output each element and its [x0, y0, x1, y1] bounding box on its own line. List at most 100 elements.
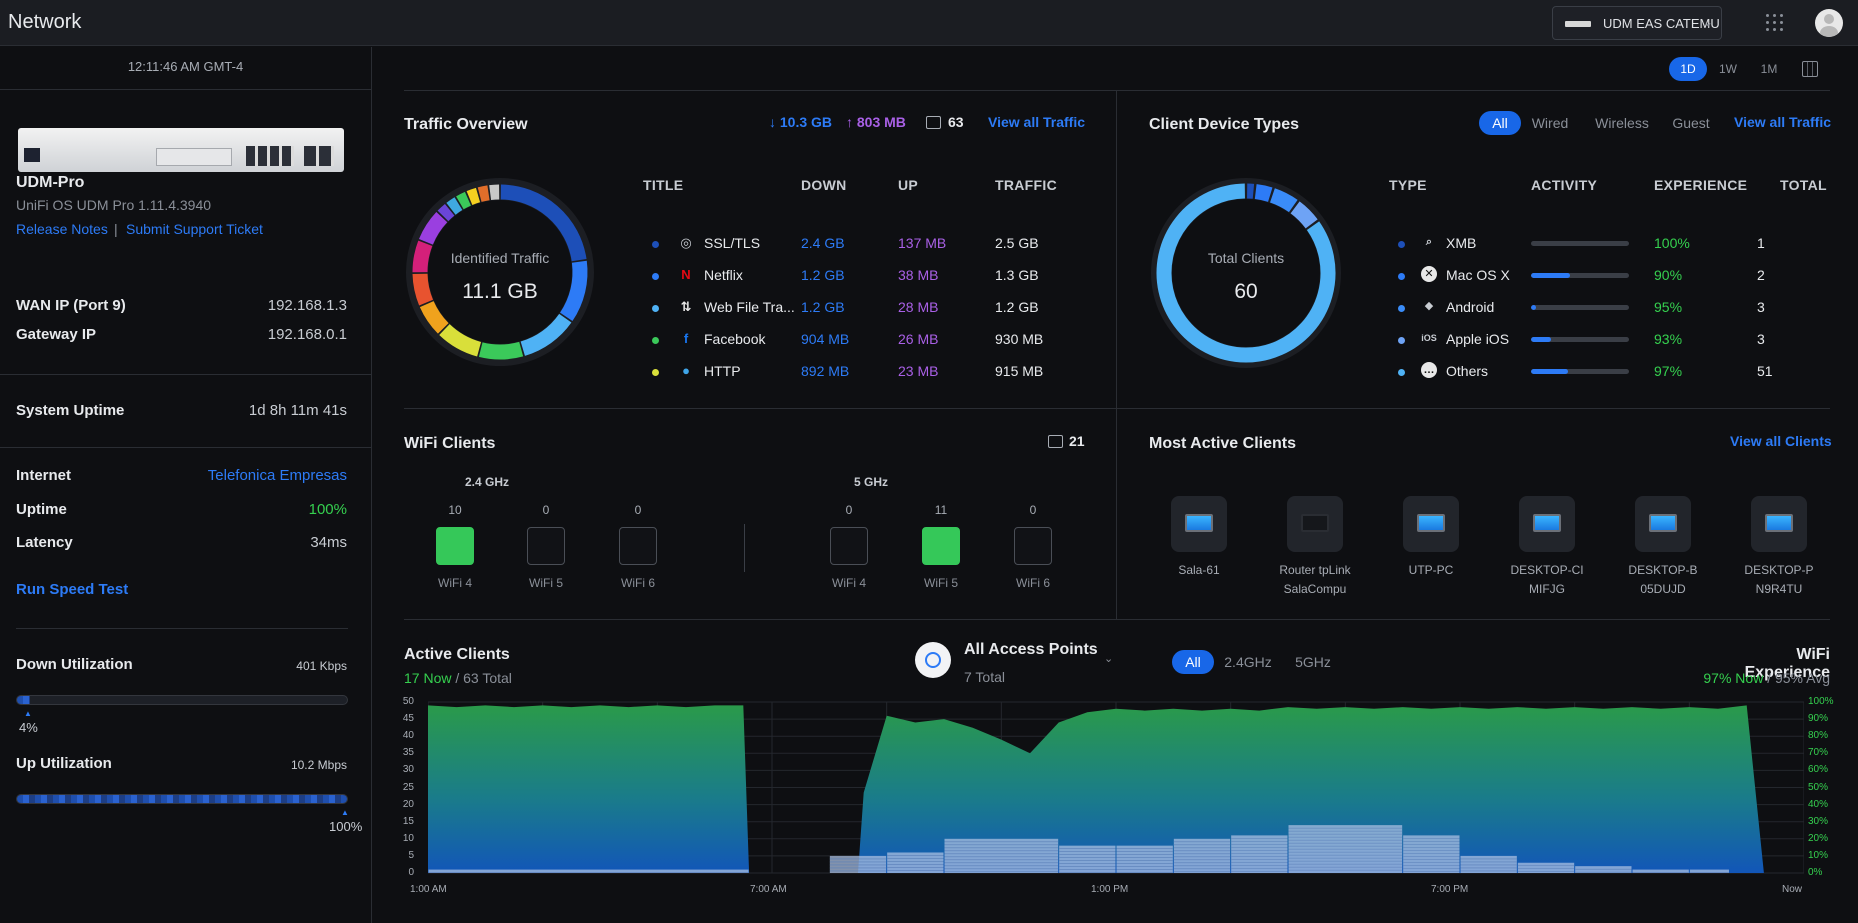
range-1d[interactable]: 1D — [1669, 57, 1707, 81]
netflix-icon: N — [681, 267, 691, 282]
wifi-standard-box[interactable] — [436, 527, 474, 565]
traffic-row-traffic: 1.3 GB — [995, 267, 1039, 283]
y2-tick-label: 70% — [1808, 747, 1829, 759]
client-tile[interactable] — [1171, 496, 1227, 552]
client-row-total: 3 — [1757, 331, 1765, 347]
y2-tick-label: 100% — [1808, 696, 1834, 707]
view-all-clients-link[interactable]: View all Clients — [1730, 433, 1832, 449]
traffic-row-dot — [652, 305, 659, 312]
desktop-icon — [1417, 514, 1445, 532]
access-point-select[interactable]: All Access Points — [964, 641, 1098, 658]
calendar-icon[interactable] — [1802, 61, 1818, 77]
col-experience: EXPERIENCE — [1654, 177, 1748, 193]
wifi-band-label: 2.4 GHz — [465, 475, 510, 489]
band-filter-24ghz[interactable]: 2.4GHz — [1224, 654, 1272, 670]
wifi-standard-box[interactable] — [1014, 527, 1052, 565]
active-clients-summary: 17 Now / 63 Total — [404, 670, 512, 686]
traffic-row-title[interactable]: Web File Tra... — [704, 299, 795, 315]
sidebar-time: 12:11:46 AM GMT-4 — [127, 59, 244, 74]
view-all-traffic-link[interactable]: View all Traffic — [988, 114, 1086, 130]
client-row-activity-bar — [1531, 369, 1629, 374]
clients-bar — [1517, 862, 1575, 873]
client-row-experience: 97% — [1654, 363, 1683, 379]
y2-tick-label: 30% — [1808, 815, 1829, 827]
y2-tick-label: 40% — [1808, 798, 1829, 810]
traffic-overview-title: Traffic Overview — [404, 116, 528, 133]
apps-grid-icon[interactable] — [1765, 13, 1785, 33]
down-marker-icon: ▲ — [24, 709, 32, 718]
traffic-row-title[interactable]: Netflix — [704, 267, 743, 283]
down-utilization-label: Down Utilization — [16, 656, 133, 673]
filter-guest[interactable]: Guest — [1672, 115, 1710, 131]
wifi-standard-box[interactable] — [830, 527, 868, 565]
traffic-row-title[interactable]: Facebook — [704, 331, 766, 347]
client-row-type[interactable]: Mac OS X — [1446, 267, 1510, 283]
client-tile[interactable] — [1519, 496, 1575, 552]
client-name-line2: 05DUJD — [1640, 582, 1686, 596]
client-tile[interactable] — [1403, 496, 1459, 552]
desktop-icon — [1533, 514, 1561, 532]
active-clients-chart — [428, 701, 1804, 874]
clients-bar — [1689, 869, 1729, 873]
client-row-type[interactable]: Others — [1446, 363, 1489, 379]
traffic-donut-segment — [456, 191, 472, 210]
client-row-type[interactable]: Apple iOS — [1446, 331, 1510, 347]
up-arrow-icon: ↑ — [846, 114, 853, 130]
wan-ip-value: 192.168.1.3 — [267, 297, 347, 314]
filter-wireless[interactable]: Wireless — [1595, 115, 1649, 131]
client-row-type[interactable]: Android — [1446, 299, 1495, 315]
wifi-standard-label: WiFi 4 — [832, 576, 866, 590]
traffic-donut-segment — [500, 184, 587, 262]
total-clients-value: 60 — [1234, 280, 1258, 303]
client-tile[interactable] — [1287, 496, 1343, 552]
client-name: DESKTOP-B — [1628, 563, 1698, 577]
support-ticket-link[interactable]: Submit Support Ticket — [126, 221, 263, 237]
band-filter-all[interactable]: All — [1172, 650, 1214, 674]
traffic-row-down: 1.2 GB — [801, 299, 845, 315]
client-view-all-traffic-link[interactable]: View all Traffic — [1734, 114, 1832, 130]
avatar[interactable] — [1815, 9, 1843, 37]
client-name-line2: N9R4TU — [1755, 582, 1803, 596]
internet-label: Internet — [16, 467, 72, 484]
identified-traffic-label: Identified Traffic — [450, 250, 550, 266]
identified-traffic-value: 11.1 GB — [462, 280, 538, 303]
device-selector-label: UDM EAS CATEMU — [1603, 16, 1720, 31]
wifi-standard-box[interactable] — [619, 527, 657, 565]
range-1w[interactable]: 1W — [1719, 62, 1737, 76]
filter-all[interactable]: All — [1479, 111, 1521, 135]
client-tile[interactable] — [1751, 496, 1807, 552]
range-1m[interactable]: 1M — [1760, 62, 1778, 76]
traffic-row-title[interactable]: SSL/TLS — [704, 235, 761, 251]
access-point-icon — [915, 642, 951, 678]
y-tick-label: 5 — [408, 849, 414, 861]
release-notes-link[interactable]: Release Notes — [16, 221, 108, 237]
client-donut-segment — [1290, 201, 1318, 229]
clients-bar — [1575, 866, 1632, 873]
traffic-row-traffic: 1.2 GB — [995, 299, 1039, 315]
filter-wired[interactable]: Wired — [1531, 115, 1569, 131]
wifi-standard-box[interactable] — [922, 527, 960, 565]
run-speed-test-button[interactable]: Run Speed Test — [16, 581, 129, 598]
wifi-experience-title: WiFi Experience — [1744, 646, 1830, 681]
wifi-standard-box[interactable] — [527, 527, 565, 565]
isp-name[interactable]: Telefonica Empresas — [207, 467, 347, 484]
traffic-row-up: 38 MB — [898, 267, 939, 283]
y-tick-label: 15 — [402, 815, 414, 827]
traffic-row-title[interactable]: HTTP — [704, 363, 741, 379]
y-tick-label: 30 — [402, 764, 414, 776]
device-selector[interactable]: UDM EAS CATEMU ⌄ — [1552, 6, 1722, 40]
col-up: UP — [898, 177, 919, 193]
y2-tick-label: 60% — [1808, 764, 1829, 776]
traffic-donut-segment — [466, 187, 481, 206]
col-total: TOTAL — [1780, 177, 1827, 193]
client-row-type[interactable]: XMB — [1446, 235, 1477, 251]
access-point-total: 7 Total — [964, 669, 1005, 685]
traffic-row-dot — [652, 241, 659, 248]
client-row-total: 3 — [1757, 299, 1765, 315]
facebook-icon: f — [683, 331, 689, 346]
band-filter-5ghz[interactable]: 5GHz — [1295, 654, 1331, 670]
access-point-chevron-icon[interactable]: ⌄ — [1104, 653, 1114, 665]
web-icon: ● — [682, 363, 690, 378]
client-tile[interactable] — [1635, 496, 1691, 552]
x-tick-label: 1:00 PM — [1091, 884, 1129, 895]
